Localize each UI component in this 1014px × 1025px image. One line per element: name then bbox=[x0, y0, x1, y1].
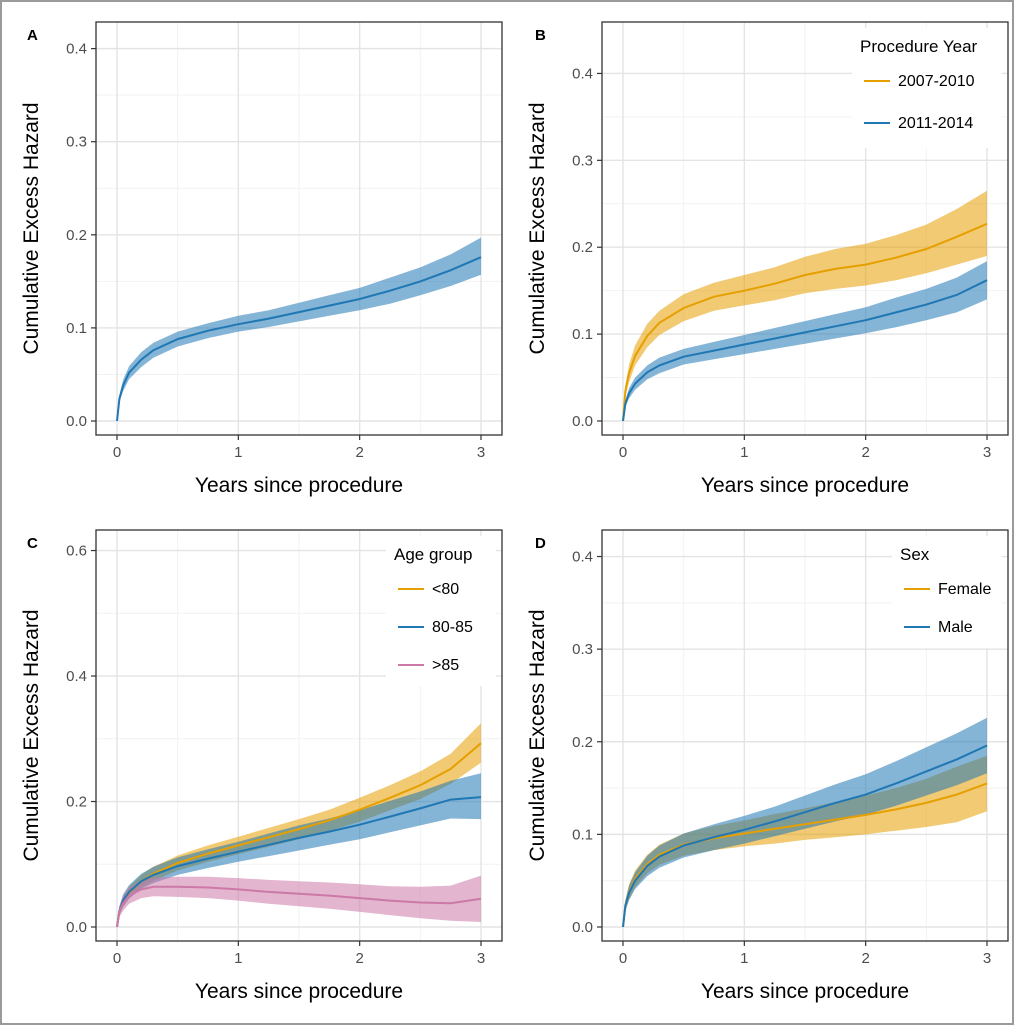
panel-a-y-axis-title: Cumulative Excess Hazard bbox=[20, 102, 43, 354]
panel-b-y-axis-title: Cumulative Excess Hazard bbox=[526, 102, 549, 354]
panel-b-x-tick-label: 0 bbox=[619, 444, 627, 461]
panel-c: 0 1 2 3 0.0 0.2 0.4 0.6 Years since procedure Cum… bbox=[20, 529, 503, 1003]
panel-d-y-tick-label: 0.4 bbox=[572, 549, 593, 566]
panel-d-legend: Sex Female Male bbox=[892, 536, 1002, 648]
panel-c-border bbox=[95, 529, 503, 942]
panel-c-legend-label: 80-85 bbox=[432, 619, 473, 636]
panel-b-y-tick-label: 0.1 bbox=[572, 326, 593, 343]
panel-c-x-tick-label: 2 bbox=[355, 950, 363, 967]
panel-a-x-axis-title: Years since procedure bbox=[195, 474, 403, 497]
panel-b-letter: B bbox=[535, 27, 546, 44]
panel-a-x-tick-label: 0 bbox=[113, 444, 121, 461]
panel-c-legend-box bbox=[386, 536, 496, 686]
panel-d-legend-box bbox=[892, 536, 1002, 648]
panel-d-y-tick-label: 0.2 bbox=[572, 734, 593, 751]
panel-c-ci-band-80-85 bbox=[117, 773, 481, 927]
panel-d-border bbox=[601, 529, 1009, 942]
panel-a-x-tick-label: 3 bbox=[477, 444, 485, 461]
panel-b-legend-label: 2007-2010 bbox=[898, 73, 975, 90]
panel-d: 0 1 2 3 0.0 0.1 0.2 0.3 0.4 Years since procedure… bbox=[526, 529, 1009, 1003]
panel-b: 0 1 2 3 0.0 0.1 0.2 0.3 0.4 Years since procedure… bbox=[526, 21, 1009, 497]
panel-c-legend-label: >85 bbox=[432, 657, 459, 674]
panel-d-y-tick-label: 0.0 bbox=[572, 919, 593, 936]
panel-d-x-axis-title: Years since procedure bbox=[701, 980, 909, 1003]
panel-a-y-tick-label: 0.4 bbox=[66, 41, 87, 58]
panel-d-x-tick-label: 0 bbox=[619, 950, 627, 967]
panel-d-x-tick-label: 2 bbox=[861, 950, 869, 967]
panel-b-legend-title: Procedure Year bbox=[860, 37, 978, 56]
panel-d-legend-label: Female bbox=[938, 581, 991, 598]
panel-a: 0 1 2 3 0.0 0.1 0.2 0.3 0.4 Years since procedure… bbox=[20, 21, 503, 497]
panel-a-ci-band-series bbox=[117, 237, 481, 421]
panel-b-y-tick-label: 0.4 bbox=[572, 65, 593, 82]
panel-b-line-2011-2014 bbox=[622, 279, 988, 422]
panel-d-letter: D bbox=[535, 535, 546, 552]
panel-c-y-tick-label: 0.2 bbox=[66, 794, 87, 811]
panel-a-y-tick-label: 0.1 bbox=[66, 320, 87, 337]
panel-a-x-tick-label: 1 bbox=[234, 444, 242, 461]
panel-c-x-tick-label: 0 bbox=[113, 950, 121, 967]
panel-c-legend-title: Age group bbox=[394, 545, 472, 564]
panel-b-y-tick-label: 0.2 bbox=[572, 239, 593, 256]
panel-b-ci-band-2007-2010 bbox=[623, 190, 987, 421]
panel-c-line--85 bbox=[116, 885, 482, 928]
panel-a-gridlines bbox=[96, 22, 502, 435]
panel-c-letter: C bbox=[27, 535, 38, 552]
panel-b-y-tick-label: 0.0 bbox=[572, 413, 593, 430]
panel-c-ci-band--80 bbox=[117, 723, 481, 927]
panel-b-x-axis-title: Years since procedure bbox=[701, 474, 909, 497]
panel-b-legend-label: 2011-2014 bbox=[898, 115, 973, 132]
panel-c-legend: Age group <80 80-85 >85 bbox=[386, 536, 496, 686]
panel-d-y-tick-label: 0.3 bbox=[572, 641, 593, 658]
panel-d-y-tick-label: 0.1 bbox=[572, 826, 593, 843]
panel-a-y-tick-label: 0.2 bbox=[66, 227, 87, 244]
panel-b-line-2007-2010 bbox=[622, 222, 988, 422]
panel-c-y-tick-label: 0.6 bbox=[66, 543, 87, 560]
panel-c-x-tick-label: 3 bbox=[477, 950, 485, 967]
panel-d-x-tick-label: 1 bbox=[740, 950, 748, 967]
panel-c-x-axis-title: Years since procedure bbox=[195, 980, 403, 1003]
panel-b-y-tick-label: 0.3 bbox=[572, 152, 593, 169]
panel-c-line-80-85 bbox=[116, 796, 482, 928]
panel-a-x-tick-label: 2 bbox=[355, 444, 363, 461]
panel-b-x-tick-label: 3 bbox=[983, 444, 991, 461]
panel-b-legend: Procedure Year 2007-2010 2011-2014 bbox=[852, 28, 1002, 148]
panel-d-y-axis-title: Cumulative Excess Hazard bbox=[526, 609, 549, 861]
panel-d-x-tick-label: 3 bbox=[983, 950, 991, 967]
panel-b-x-tick-label: 1 bbox=[740, 444, 748, 461]
panel-d-ci-band-male bbox=[623, 717, 987, 927]
panel-b-x-tick-label: 2 bbox=[861, 444, 869, 461]
panel-d-legend-label: Male bbox=[938, 619, 973, 636]
panel-d-line-male bbox=[622, 744, 988, 928]
panel-d-legend-title: Sex bbox=[900, 545, 930, 564]
panel-a-line-series bbox=[116, 256, 482, 422]
panel-c-y-tick-label: 0.0 bbox=[66, 919, 87, 936]
panel-b-border bbox=[601, 21, 1009, 436]
panel-a-y-tick-label: 0.3 bbox=[66, 134, 87, 151]
panel-c-y-tick-label: 0.4 bbox=[66, 668, 87, 685]
panel-a-letter: A bbox=[27, 27, 38, 44]
panel-a-y-tick-label: 0.0 bbox=[66, 413, 87, 430]
panel-c-x-tick-label: 1 bbox=[234, 950, 242, 967]
panel-a-border bbox=[95, 21, 503, 436]
panel-c-y-axis-title: Cumulative Excess Hazard bbox=[20, 609, 43, 861]
panel-b-legend-box bbox=[852, 28, 1002, 148]
panel-b-ci-band-2011-2014 bbox=[623, 261, 987, 421]
panel-c-legend-label: <80 bbox=[432, 581, 459, 598]
